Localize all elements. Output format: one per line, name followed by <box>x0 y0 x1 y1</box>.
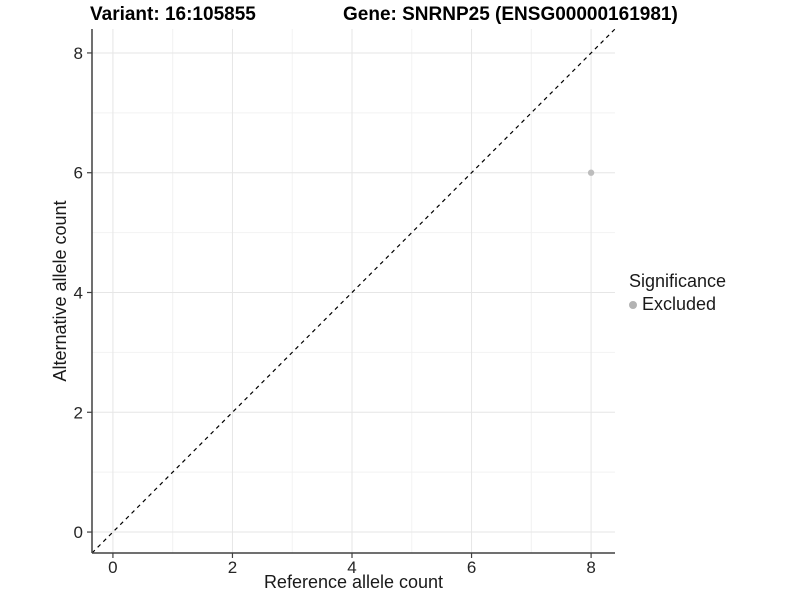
legend-item-label: Excluded <box>642 294 717 314</box>
y-tick-label: 2 <box>74 403 83 422</box>
y-axis-title: Alternative allele count <box>50 200 70 382</box>
x-tick-label: 6 <box>467 558 476 577</box>
x-tick-label: 4 <box>347 558 356 577</box>
plot-title-gene: Gene: SNRNP25 (ENSG00000161981) <box>343 4 678 25</box>
x-tick-label: 2 <box>228 558 237 577</box>
x-tick-label: 8 <box>586 558 595 577</box>
plot-title-variant: Variant: 16:105855 <box>90 4 256 25</box>
identity-line <box>91 28 616 554</box>
legend-item-excluded: Excluded <box>629 294 726 315</box>
x-axis-title: Reference allele count <box>263 572 444 592</box>
legend: Significance Excluded <box>629 271 726 315</box>
y-tick-label: 0 <box>74 523 83 542</box>
x-tick-label: 0 <box>108 558 117 577</box>
legend-title: Significance <box>629 271 727 291</box>
y-tick-label: 8 <box>74 44 83 63</box>
data-point <box>587 169 595 176</box>
y-tick-label: 4 <box>74 283 83 302</box>
legend-key-dot <box>629 300 637 309</box>
y-tick-label: 6 <box>74 164 83 183</box>
